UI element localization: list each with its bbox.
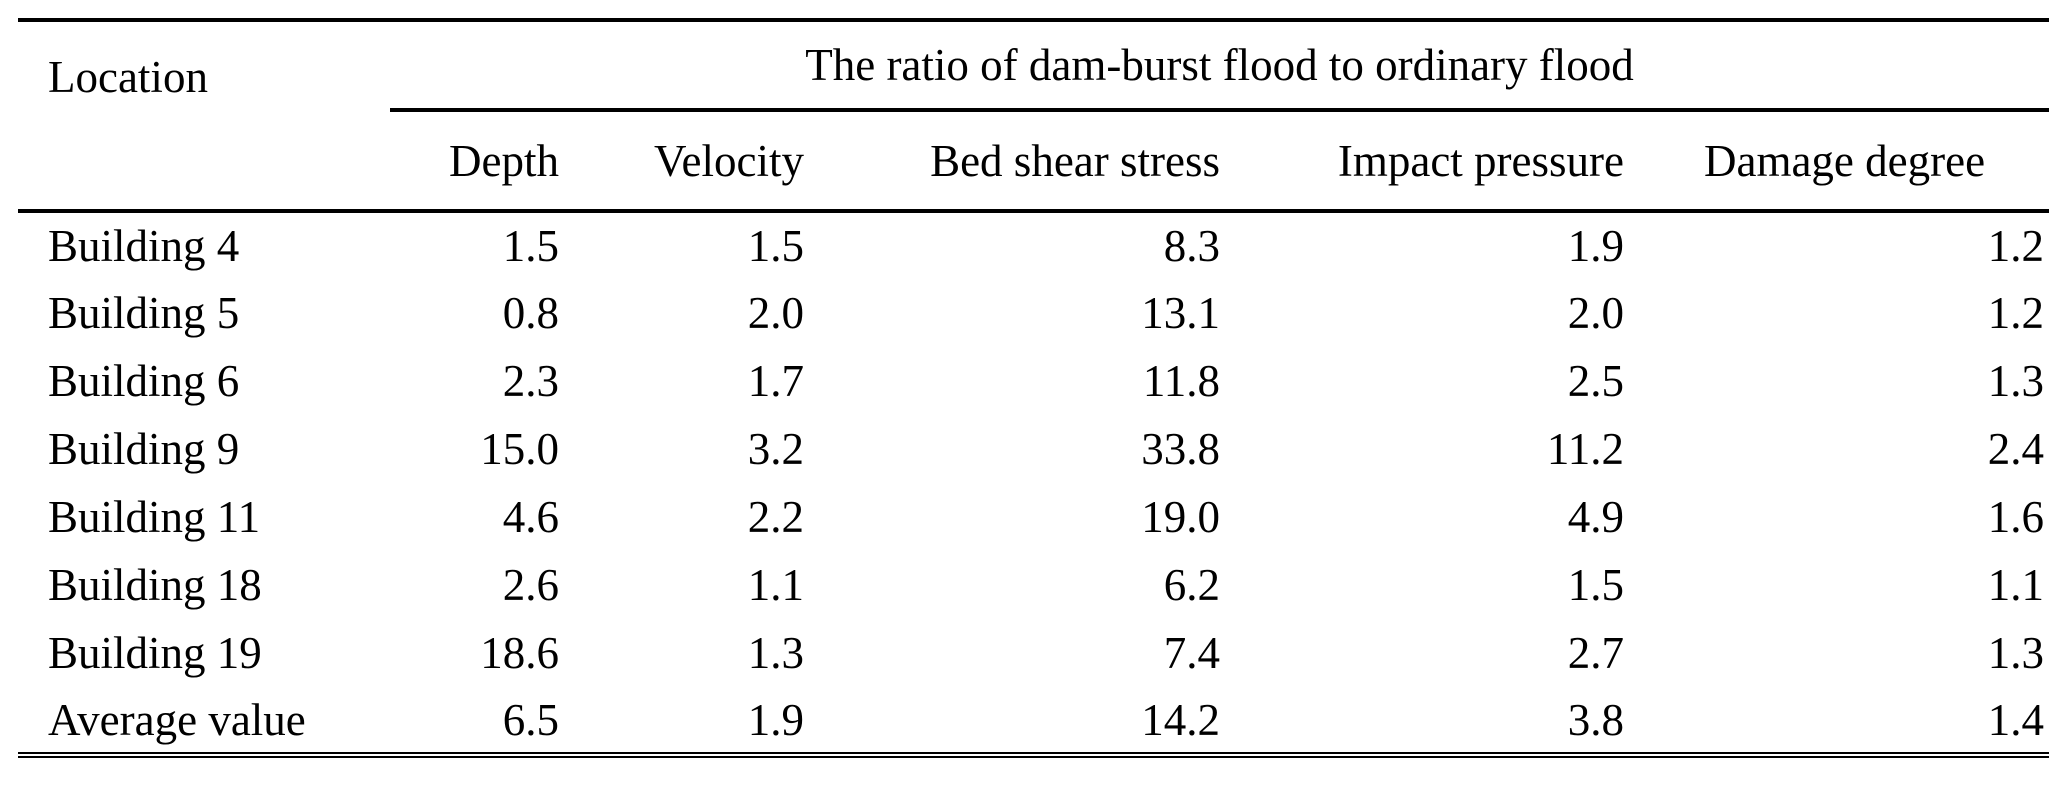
depth-cell: 4.6 [502, 492, 559, 542]
column-header-velocity: Velocity [565, 110, 812, 213]
damage-degree-cell: 1.3 [1987, 356, 2045, 406]
column-header-bed-shear-stress: Bed shear stress [812, 110, 1232, 213]
table-container: Location The ratio of dam-burst flood to… [18, 18, 2050, 758]
depth-cell: 18.6 [480, 628, 559, 678]
depth-cell: 0.8 [502, 288, 559, 338]
velocity-cell: 1.3 [747, 628, 804, 678]
column-header-depth: Depth [390, 110, 565, 213]
impact-pressure-cell: 1.9 [1567, 221, 1624, 271]
column-header-impact-pressure: Impact pressure [1232, 110, 1640, 213]
location-cell: Building 4 [48, 221, 240, 271]
bed-shear-stress-cell: 19.0 [1141, 492, 1220, 542]
velocity-cell: 1.1 [747, 560, 804, 610]
damage-degree-cell: 1.6 [1987, 492, 2045, 542]
bed-shear-stress-cell: 7.4 [1163, 628, 1220, 678]
impact-pressure-cell: 11.2 [1546, 424, 1624, 474]
table-row: Building 11 4.6 2.2 19.0 4.9 1.6 [18, 483, 2049, 551]
table-row: Building 4 1.5 1.5 8.3 1.9 1.2 [18, 211, 2049, 279]
location-cell: Building 9 [48, 424, 240, 474]
depth-cell: 2.3 [502, 356, 559, 406]
depth-cell: 15.0 [480, 424, 559, 474]
depth-cell: 1.5 [502, 221, 559, 271]
impact-pressure-cell: 2.7 [1567, 628, 1624, 678]
velocity-cell: 1.7 [747, 356, 804, 406]
velocity-cell: 1.5 [747, 221, 804, 271]
impact-pressure-cell: 3.8 [1232, 687, 1640, 758]
damage-degree-cell: 1.3 [1987, 628, 2045, 678]
velocity-cell: 2.0 [747, 288, 804, 338]
location-cell: Building 19 [48, 628, 262, 678]
location-cell: Average value [18, 687, 390, 758]
ratio-table: Location The ratio of dam-burst flood to… [18, 18, 2050, 758]
location-cell: Building 5 [48, 288, 240, 338]
impact-pressure-cell: 4.9 [1567, 492, 1624, 542]
depth-cell: 2.6 [502, 560, 559, 610]
bed-shear-stress-cell: 14.2 [812, 687, 1232, 758]
damage-degree-cell: 1.2 [1987, 288, 2045, 338]
bed-shear-stress-cell: 11.8 [1142, 356, 1220, 406]
column-header-damage-degree: Damage degree [1640, 110, 2050, 213]
impact-pressure-cell: 2.5 [1567, 356, 1624, 406]
damage-degree-cell: 1.2 [1987, 221, 2045, 271]
table-row: Average value 6.5 1.9 14.2 3.8 1.4 [18, 687, 2050, 758]
location-cell: Building 6 [48, 356, 240, 406]
location-cell: Building 11 [48, 492, 261, 542]
damage-degree-cell: 1.4 [1640, 687, 2050, 758]
bed-shear-stress-cell: 8.3 [1163, 221, 1220, 271]
table-row: Building 19 18.6 1.3 7.4 2.7 1.3 [18, 619, 2049, 687]
damage-degree-cell: 1.1 [1987, 560, 2045, 610]
table-row: Building 18 2.6 1.1 6.2 1.5 1.1 [18, 551, 2049, 619]
depth-cell: 6.5 [390, 687, 565, 758]
table-row: Building 6 2.3 1.7 11.8 2.5 1.3 [18, 347, 2049, 415]
damage-degree-cell: 2.4 [1987, 424, 2045, 474]
velocity-cell: 3.2 [747, 424, 804, 474]
impact-pressure-cell: 2.0 [1567, 288, 1624, 338]
velocity-cell: 1.9 [565, 687, 812, 758]
location-cell: Building 18 [48, 560, 262, 610]
location-column-header: Location [18, 20, 390, 213]
table-row: Depth Velocity Bed shear stress Impact p… [18, 110, 2050, 213]
impact-pressure-cell: 1.5 [1567, 560, 1624, 610]
bed-shear-stress-cell: 33.8 [1141, 424, 1220, 474]
paper-table-figure: Location The ratio of dam-burst flood to… [0, 18, 2067, 789]
bed-shear-stress-cell: 6.2 [1163, 560, 1220, 610]
velocity-cell: 2.2 [747, 492, 804, 542]
spanning-header: The ratio of dam-burst flood to ordinary… [390, 20, 2050, 112]
table-row: Building 9 15.0 3.2 33.8 11.2 2.4 [18, 415, 2049, 483]
table-row: Building 5 0.8 2.0 13.1 2.0 1.2 [18, 279, 2049, 347]
bed-shear-stress-cell: 13.1 [1141, 288, 1220, 338]
table-row: Location The ratio of dam-burst flood to… [18, 20, 2050, 213]
